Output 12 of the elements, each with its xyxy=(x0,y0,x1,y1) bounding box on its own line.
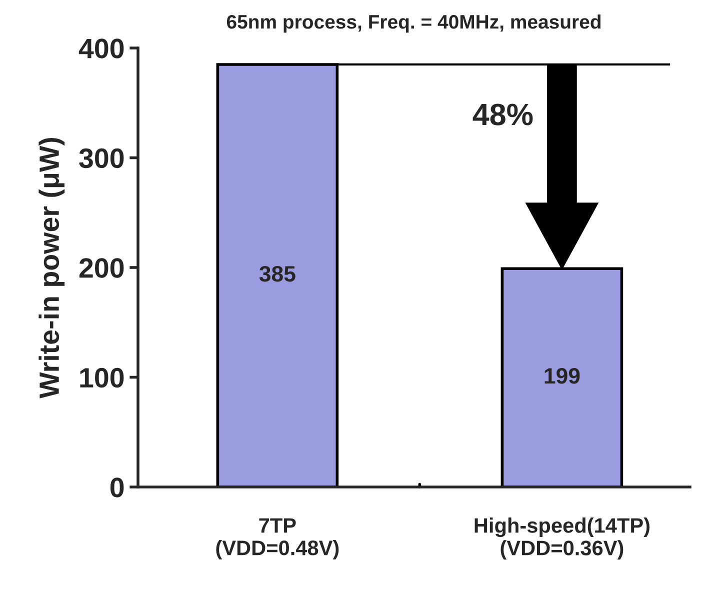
y-tick-label: 100 xyxy=(80,368,124,388)
x-tick-label: 7TP (VDD=0.48V) xyxy=(216,518,339,560)
y-tick-label: 300 xyxy=(79,148,124,168)
data-label: 199 xyxy=(544,368,580,384)
y-tick-label: 400 xyxy=(78,38,124,58)
y-axis-title: Write-in power (μW) xyxy=(38,138,65,398)
data-label: 385 xyxy=(259,266,296,282)
x-tick-label: High-speed(14TP) (VDD=0.36V) xyxy=(474,518,650,560)
y-tick-label: 0 xyxy=(110,478,124,498)
chart-title: 65nm process, Freq. = 40MHz, measured xyxy=(226,14,600,33)
annotation: 48% xyxy=(472,104,533,126)
y-tick-label: 200 xyxy=(79,258,124,278)
